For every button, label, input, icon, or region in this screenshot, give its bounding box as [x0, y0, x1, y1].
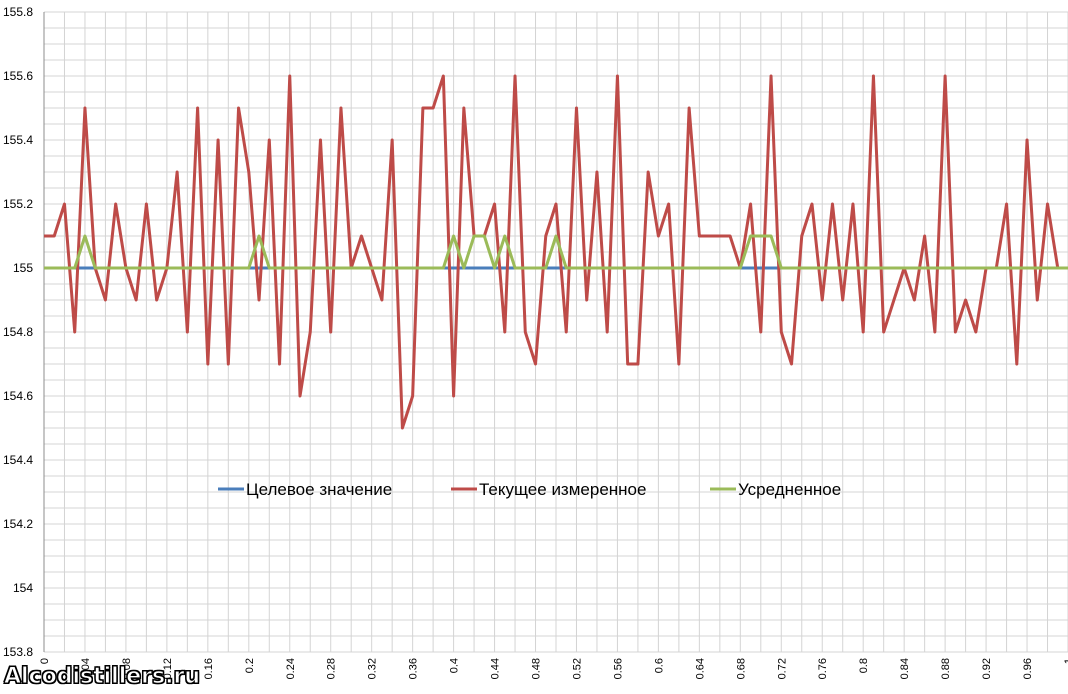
- legend-label: Текущее измеренное: [479, 480, 646, 499]
- x-tick-label: 0.92: [981, 658, 993, 679]
- y-tick-label: 155.6: [3, 69, 33, 83]
- x-tick-label: 0.6: [653, 658, 665, 673]
- y-tick-label: 154: [13, 581, 33, 595]
- y-tick-label: 154.2: [3, 517, 33, 531]
- grid-lines: [43, 11, 1068, 653]
- x-tick-label: 0.72: [776, 658, 788, 679]
- y-tick-label: 154.8: [3, 325, 33, 339]
- x-tick-label: 0.2: [244, 658, 256, 673]
- series-line-2: [44, 234, 1068, 270]
- series-line-1: [44, 74, 1068, 430]
- y-tick-label: 154.4: [3, 453, 33, 467]
- y-tick-label: 153.8: [3, 645, 33, 659]
- x-tick-label: 0.76: [817, 658, 829, 679]
- y-tick-label: 155: [13, 261, 33, 275]
- x-tick-label: 0.48: [531, 658, 543, 679]
- x-tick-label: 0.88: [940, 658, 952, 679]
- x-tick-label: 0.08: [121, 658, 133, 679]
- y-tick-label: 155.4: [3, 133, 33, 147]
- x-tick-label: 0.64: [694, 658, 706, 679]
- x-tick-label: 0.24: [285, 658, 297, 679]
- x-tick-label: 1: [1063, 658, 1068, 664]
- x-tick-label: 0.84: [899, 658, 911, 679]
- x-tick-label: 0.32: [367, 658, 379, 679]
- x-tick-label: 0.68: [735, 658, 747, 679]
- x-tick-label: 0.8: [858, 658, 870, 673]
- x-tick-label: 0.56: [612, 658, 624, 679]
- y-tick-label: 154.6: [3, 389, 33, 403]
- legend: Целевое значение Текущее измеренное Усредн…: [218, 480, 841, 499]
- x-tick-label: 0.96: [1022, 658, 1034, 679]
- x-tick-label: 0.4: [449, 658, 461, 673]
- series-lines: [44, 74, 1068, 430]
- x-tick-label: 0.44: [490, 658, 502, 679]
- watermark-text: Alcodistillers.ru: [4, 664, 201, 690]
- y-tick-label: 155.2: [3, 197, 33, 211]
- legend-label: Целевое значение: [246, 480, 392, 499]
- x-tick-label: 0.16: [203, 658, 215, 679]
- x-tick-label: 0.52: [571, 658, 583, 679]
- x-tick-label: 0.12: [162, 658, 174, 679]
- x-tick-label: 0.28: [326, 658, 338, 679]
- y-axis: 153.8 154 154.2 154.4 154.6 154.8 155 155.2 155.…: [3, 5, 33, 659]
- legend-label: Усредненное: [738, 480, 841, 499]
- x-tick-label: 0.36: [408, 658, 420, 679]
- y-tick-label: 155.8: [3, 5, 33, 19]
- x-tick-label: 0.04: [80, 658, 92, 679]
- x-axis: 0 0.04 0.08 0.12 0.16 0.2 0.24 0.28 0.32 0.36 0.4 0…: [39, 658, 1068, 679]
- x-tick-label: 0: [39, 658, 51, 664]
